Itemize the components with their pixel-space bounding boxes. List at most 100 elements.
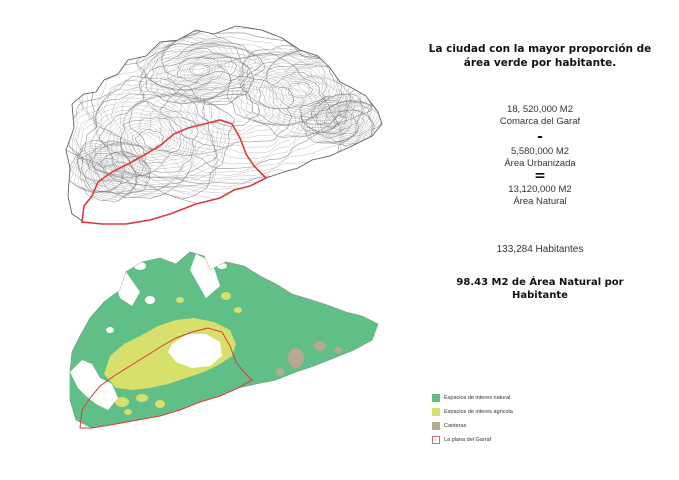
contour-line bbox=[321, 109, 358, 132]
contour-line bbox=[167, 76, 287, 144]
contour-line bbox=[106, 108, 191, 173]
legend-label-boundary: La plana del Garraf bbox=[444, 437, 492, 443]
contour-line bbox=[75, 143, 147, 198]
contour-line bbox=[94, 157, 126, 182]
agricultural-patch bbox=[115, 397, 129, 407]
interior-urban-area bbox=[168, 334, 222, 368]
result-text: 98.43 M2 de Área Natural por Habitante bbox=[456, 277, 624, 301]
contour-line bbox=[131, 126, 168, 153]
agricultural-patch bbox=[234, 307, 242, 313]
quarry-patch bbox=[334, 347, 342, 353]
minus-sign: - bbox=[537, 129, 543, 145]
contour-line bbox=[268, 69, 331, 109]
contour-line bbox=[184, 60, 216, 79]
contour-line bbox=[96, 98, 204, 177]
natural-area-label: Área Natural bbox=[513, 196, 567, 207]
natural-gap bbox=[106, 327, 114, 333]
contour-line bbox=[120, 51, 343, 173]
contour-line bbox=[291, 83, 310, 96]
contour-line bbox=[329, 112, 351, 127]
contour-line bbox=[191, 65, 208, 75]
contour-line bbox=[176, 82, 281, 140]
contour-line bbox=[102, 104, 193, 175]
contour-line bbox=[288, 81, 314, 99]
contour-line bbox=[274, 74, 324, 107]
contour-line bbox=[327, 111, 353, 128]
contour-line bbox=[142, 37, 253, 103]
contour-line bbox=[89, 92, 216, 188]
contour-line bbox=[157, 45, 245, 96]
contour-line bbox=[88, 152, 134, 188]
natural-gap bbox=[145, 296, 155, 304]
legend-item-natural: Espacios de interes natural bbox=[432, 392, 632, 404]
contour-line bbox=[281, 78, 319, 103]
contour-line bbox=[94, 95, 209, 181]
contour-line bbox=[79, 147, 139, 193]
contour-line bbox=[189, 63, 211, 77]
agricultural-patch bbox=[136, 394, 148, 402]
agricultural-patch bbox=[124, 409, 132, 415]
contour-line bbox=[162, 48, 238, 91]
agricultural-patch bbox=[155, 400, 165, 408]
contour-line bbox=[145, 40, 251, 102]
contour-line bbox=[73, 83, 223, 196]
contour-line bbox=[161, 46, 240, 93]
natural-area-value: 13,120,000 M2 bbox=[508, 184, 572, 195]
contour-line bbox=[180, 57, 222, 83]
contour-line bbox=[303, 98, 375, 143]
contour-line bbox=[209, 97, 253, 123]
contour-line bbox=[326, 111, 355, 130]
agricultural-patch bbox=[176, 297, 184, 303]
contour-line bbox=[120, 117, 182, 164]
contour-line bbox=[194, 90, 267, 131]
contour-line bbox=[80, 89, 219, 193]
contour-line bbox=[159, 71, 295, 148]
contour-line bbox=[167, 51, 231, 90]
contour-line bbox=[334, 116, 346, 124]
urban-white-area bbox=[70, 254, 220, 410]
population-text: 133,284 Habitantes bbox=[496, 244, 584, 255]
contour-line bbox=[249, 58, 347, 122]
page-title: La ciudad con la mayor proporción de áre… bbox=[428, 43, 652, 69]
quarry-patch bbox=[288, 348, 304, 368]
contour-line bbox=[115, 115, 185, 167]
contour-line bbox=[80, 149, 138, 192]
contour-line bbox=[186, 62, 213, 78]
contour-line bbox=[277, 76, 322, 105]
contour-line bbox=[89, 153, 133, 186]
total-area-value: 18, 520,000 M2 bbox=[506, 104, 574, 115]
contour-line bbox=[138, 132, 161, 149]
contour-lines bbox=[66, 26, 382, 217]
contour-line bbox=[314, 103, 367, 136]
contour-line bbox=[201, 93, 261, 127]
contour-line bbox=[95, 159, 124, 181]
contour-line bbox=[308, 100, 373, 141]
contour-line bbox=[135, 129, 164, 151]
contour-line bbox=[154, 43, 247, 98]
contour-line bbox=[83, 151, 137, 191]
contour-line bbox=[301, 96, 376, 144]
contour-line bbox=[128, 52, 339, 170]
quarry-patch bbox=[276, 368, 284, 376]
contour-line bbox=[92, 156, 128, 183]
contour-line bbox=[102, 164, 118, 176]
contour-line bbox=[111, 46, 345, 176]
legend-swatch-boundary bbox=[432, 436, 440, 444]
contour-line bbox=[182, 59, 219, 81]
contour-line bbox=[70, 80, 228, 198]
legend-label-quarry: Canteras bbox=[444, 423, 467, 429]
contour-line bbox=[126, 121, 175, 158]
total-area-label: Comarca del Garaf bbox=[499, 116, 581, 127]
contour-line bbox=[265, 66, 338, 114]
contour-line bbox=[136, 32, 261, 105]
contour-line bbox=[128, 123, 172, 156]
legend-item-quarry: Canteras bbox=[432, 420, 632, 432]
contour-line bbox=[139, 34, 256, 104]
contour-line bbox=[123, 119, 179, 161]
contour-line bbox=[164, 49, 234, 91]
contour-line bbox=[91, 155, 130, 185]
contour-line bbox=[160, 45, 243, 95]
legend-swatch-quarry bbox=[432, 422, 440, 430]
contour-line bbox=[110, 112, 188, 170]
